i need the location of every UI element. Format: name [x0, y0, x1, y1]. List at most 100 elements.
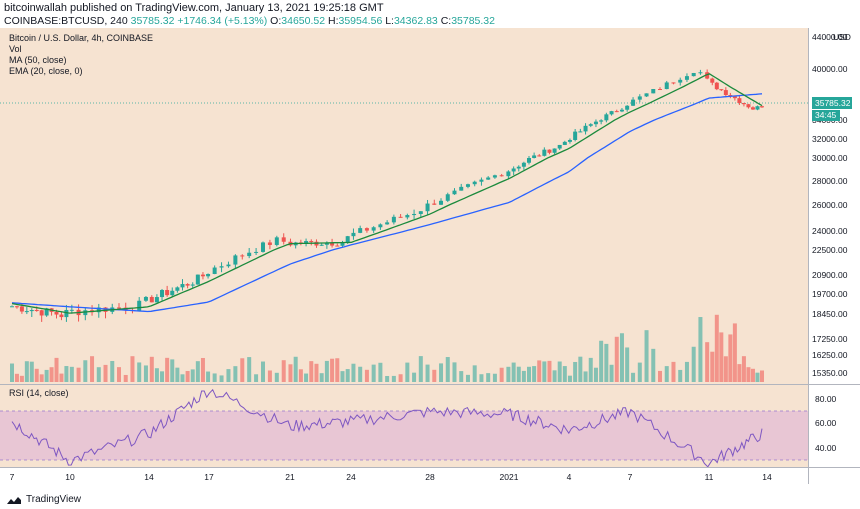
volume-bar	[309, 361, 314, 382]
time-tick-label: 7	[10, 472, 15, 482]
price-tick-label: 32000.00	[812, 134, 848, 144]
volume-bar	[240, 358, 245, 382]
volume-bar	[83, 360, 88, 382]
symbol-label: COINBASE:BTCUSD, 240	[4, 15, 128, 27]
volume-bar	[54, 357, 59, 382]
candle-body	[149, 296, 154, 303]
last-price-tag-bg	[812, 97, 852, 109]
volume-bar	[506, 366, 511, 382]
candle-body	[750, 107, 755, 110]
volume-bar	[59, 373, 64, 382]
candle-body	[240, 255, 245, 257]
candles	[10, 69, 764, 322]
volume-bar	[486, 373, 491, 382]
volume-bar	[532, 366, 537, 382]
volume-bar	[664, 366, 669, 382]
candle-body	[578, 131, 583, 133]
candle-body	[614, 111, 619, 113]
candle-body	[599, 120, 604, 122]
volume-bar	[345, 369, 350, 382]
candle-body	[719, 89, 724, 91]
candle-body	[573, 131, 578, 140]
time-axis: 7 10 14 17 21 24 28 2021 4 7 11 14	[10, 472, 772, 482]
candle-body	[619, 109, 624, 112]
candle-body	[479, 179, 484, 182]
price-tick-label: 44000.00	[812, 32, 848, 42]
candle-body	[247, 252, 252, 257]
volume-bar	[425, 364, 430, 382]
candle-body	[212, 267, 217, 274]
volume-bar	[760, 370, 764, 382]
candle-body	[351, 232, 356, 237]
price-tick-label: 20900.00	[812, 270, 848, 280]
volume-bar	[439, 363, 444, 382]
time-tick-label: 14	[762, 472, 772, 482]
candle-body	[439, 200, 444, 205]
rsi-tick-label: 80.00	[815, 394, 837, 404]
candle-body	[200, 274, 205, 277]
candle-body	[391, 216, 396, 223]
candle-body	[69, 309, 74, 311]
volume-bar	[562, 366, 567, 382]
volume-bar	[195, 361, 200, 382]
volume-bar	[44, 369, 49, 382]
volume-bar	[219, 375, 224, 382]
legend-ema: EMA (20, close, 0)	[9, 66, 83, 76]
ohlc-header: COINBASE:BTCUSD, 240 35785.32 +1746.34 (…	[4, 15, 495, 27]
legend-title: Bitcoin / U.S. Dollar, 4h, COINBASE	[9, 33, 153, 43]
candle-body	[678, 79, 683, 83]
candle-body	[19, 306, 24, 312]
volume-bar	[609, 364, 614, 382]
volume-bar	[459, 371, 464, 382]
time-tick-label: 10	[65, 472, 75, 482]
candle-body	[195, 274, 200, 285]
tradingview-brand[interactable]: TradingView	[6, 494, 81, 505]
volume-bar	[625, 347, 630, 382]
price-tick-label: 16250.00	[812, 350, 848, 360]
volume-bar	[143, 365, 148, 382]
candle-body	[588, 124, 593, 126]
volume-bar	[170, 359, 175, 382]
price-tick-label: 17250.00	[812, 334, 848, 344]
volume-bar	[644, 330, 649, 382]
candle-body	[24, 311, 29, 313]
low-label: L:	[385, 15, 394, 27]
candle-body	[684, 76, 689, 80]
volume-bar	[557, 361, 562, 382]
volume-bar	[398, 374, 403, 382]
volume-bar	[304, 373, 309, 382]
last-price: 35785.32	[130, 15, 175, 27]
volume-bar	[452, 362, 457, 382]
candle-body	[254, 251, 259, 253]
candle-body	[542, 149, 547, 156]
volume-bar	[319, 373, 324, 382]
candle-body	[358, 228, 363, 233]
volume-bar	[552, 370, 557, 382]
candle-body	[335, 245, 340, 247]
volume-bar	[165, 357, 170, 382]
volume-bar	[154, 368, 159, 382]
candle-body	[405, 215, 410, 218]
volume-bar	[719, 332, 724, 382]
candle-body	[309, 241, 314, 243]
volume-bar	[385, 375, 390, 382]
candle-body	[137, 300, 142, 311]
volume-bar	[116, 367, 121, 382]
candle-body	[324, 242, 329, 245]
volume-bar	[123, 374, 128, 382]
candle-body	[651, 89, 656, 94]
time-tick-label: 14	[144, 472, 154, 482]
volume-bar	[588, 357, 593, 382]
candle-body	[637, 96, 642, 100]
candle-body	[398, 216, 403, 218]
candle-body	[537, 155, 542, 157]
candle-body	[206, 273, 211, 277]
candle-body	[371, 227, 376, 231]
high-label: H:	[327, 15, 339, 27]
candle-body	[492, 175, 497, 178]
legend-vol: Vol	[9, 44, 22, 54]
countdown-tag-bg	[812, 110, 840, 121]
volume-bar	[180, 374, 185, 382]
volume-bar	[149, 356, 154, 382]
